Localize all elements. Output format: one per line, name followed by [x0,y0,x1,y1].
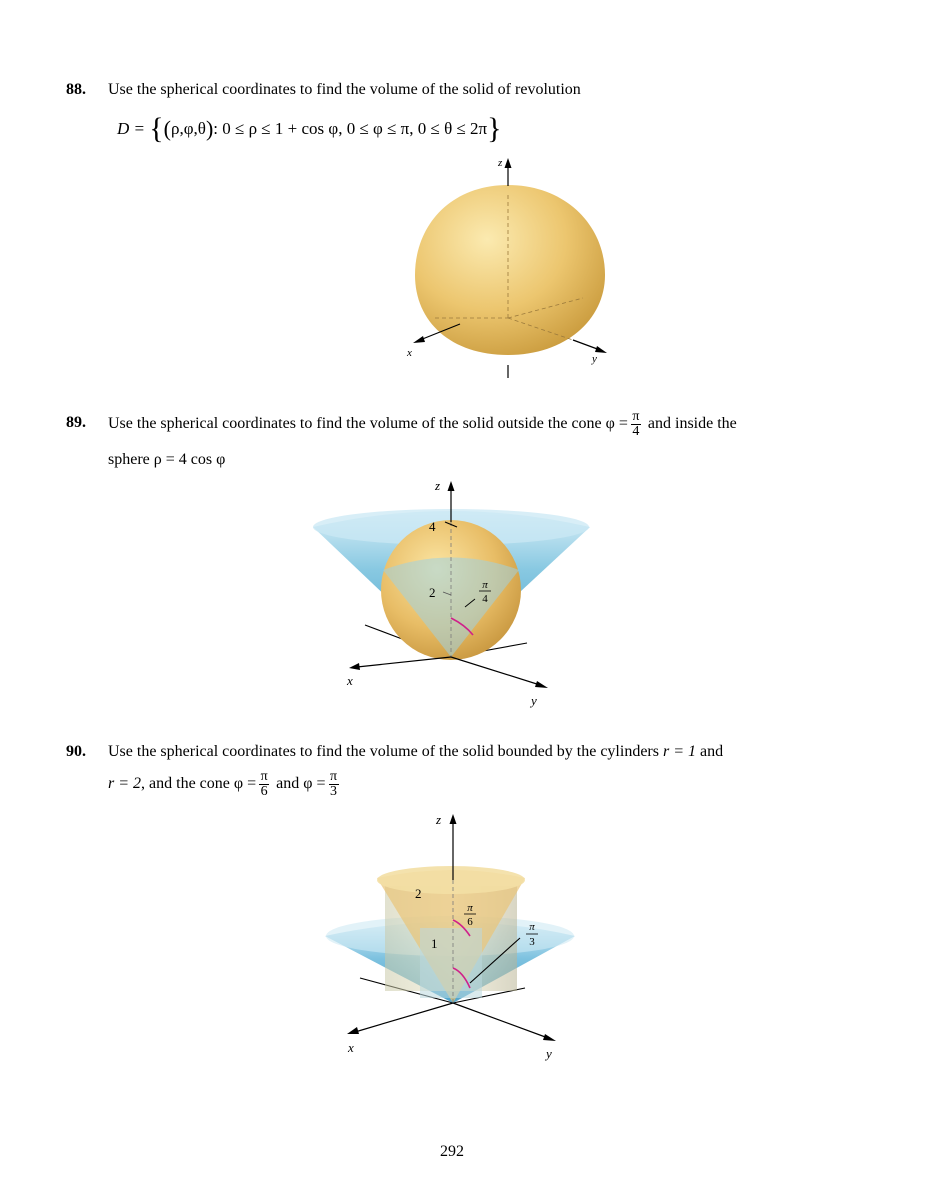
y-axis [450,656,541,686]
y-axis [572,339,601,351]
angle2-den: 3 [529,936,535,948]
tick-2-label: 2 [429,585,436,600]
z-axis-arrow [449,814,457,824]
frac-numerator: π [329,768,338,784]
problem-90-line2: r = 2, and the cone φ = π 6 and φ = π 3 [108,765,342,803]
left-brace: { [149,112,164,145]
problem-89-text-b: and inside the [647,415,737,432]
y-axis-arrow [595,346,607,353]
and-word-2: and [276,775,300,792]
tick-4-label: 4 [429,519,436,534]
y-axis-hidden [507,317,574,341]
figure-89-cone-sphere: z 4 2 π 4 x y [313,478,590,708]
problem-89-text-a: Use the spherical coordinates to find th… [108,415,628,432]
back-axis-hidden [507,297,584,319]
tick-4-mark [444,521,458,528]
phi-eq-1: φ = [233,775,257,792]
problem-90-text-b: , and the cone [141,775,230,792]
set-conditions: : 0 ≤ ρ ≤ 1 + cos φ, 0 ≤ φ ≤ π, 0 ≤ θ ≤ … [213,119,488,138]
z-axis-label: z [434,478,440,493]
angle-arc-pi6 [452,919,471,937]
set-vars: ρ,φ,θ [170,119,206,138]
problem-88-text: Use the spherical coordinates to find th… [108,81,581,98]
figure-90-cylinders-cones: z 2 1 π 6 π 3 x y [325,812,575,1061]
right-paren: ) [205,116,214,141]
phi-eq-2: φ = [303,775,326,792]
cylinder-r1 [420,928,482,998]
z-axis-label: z [497,157,503,169]
x-axis [354,1002,454,1033]
angle-arc [450,617,474,636]
y-axis-label: y [529,693,537,708]
angle-den: 4 [482,593,488,605]
tick-2-mark [442,591,452,596]
x-axis-label: x [347,1040,354,1055]
frac-denominator: 4 [632,423,640,439]
problem-89-line1: Use the spherical coordinates to find th… [108,405,737,443]
angle-num: π [482,579,488,591]
y-axis [452,1002,549,1039]
y-axis-label: y [544,1046,552,1061]
angle1-num: π [467,902,473,914]
angle2-num: π [529,921,535,933]
tick-1-label: 1 [431,936,438,951]
frac-denominator: 6 [260,783,268,799]
y-axis-arrow [543,1034,556,1041]
x-axis-label: x [406,347,412,359]
inner-cone-rim [377,866,525,894]
problem-88-set: D = {(ρ,φ,θ): 0 ≤ ρ ≤ 1 + cos φ, 0 ≤ φ ≤… [117,112,502,146]
angle-pi3-leader [469,937,521,984]
frac-numerator: π [260,768,268,784]
z-axis-label: z [435,812,441,827]
angle-leader [464,598,476,608]
y-axis-arrow [535,681,548,688]
frac-numerator: π [632,408,640,424]
problem-88-number: 88. [66,81,86,98]
y-axis-label: y [591,353,597,365]
angle-arc-pi3 [452,967,471,989]
set-D-label: D = [117,119,145,138]
right-brace: } [487,112,502,145]
x-axis-label: x [346,673,353,688]
z-axis-arrow [504,158,512,168]
tick-2-label: 2 [415,886,422,901]
page-number: 292 [440,1143,464,1160]
problem-90-number: 90. [66,743,86,760]
problem-89-text-c: sphere ρ = 4 cos φ [108,451,226,468]
problem-90-line1: Use the spherical coordinates to find th… [108,743,723,761]
x-axis-arrow [347,1027,359,1034]
r-equals-2: r = 2 [108,775,142,792]
frac-denominator: 3 [330,783,338,799]
cardioid-surface [415,185,605,355]
x-axis [356,656,452,668]
problem-89-number: 89. [66,414,86,431]
x-axis-arrow [413,336,425,343]
problem-90-text-a: Use the spherical coordinates to find th… [108,743,659,760]
r-equals-1: r = 1 [662,743,697,760]
angle1-den: 6 [467,916,473,928]
x-axis-arrow [349,663,360,670]
x-axis [419,323,461,341]
and-word: and [700,743,724,760]
figure-88-cardioid-solid: z x y [406,157,607,378]
left-paren: ( [163,116,171,141]
z-axis-arrow [447,481,455,491]
